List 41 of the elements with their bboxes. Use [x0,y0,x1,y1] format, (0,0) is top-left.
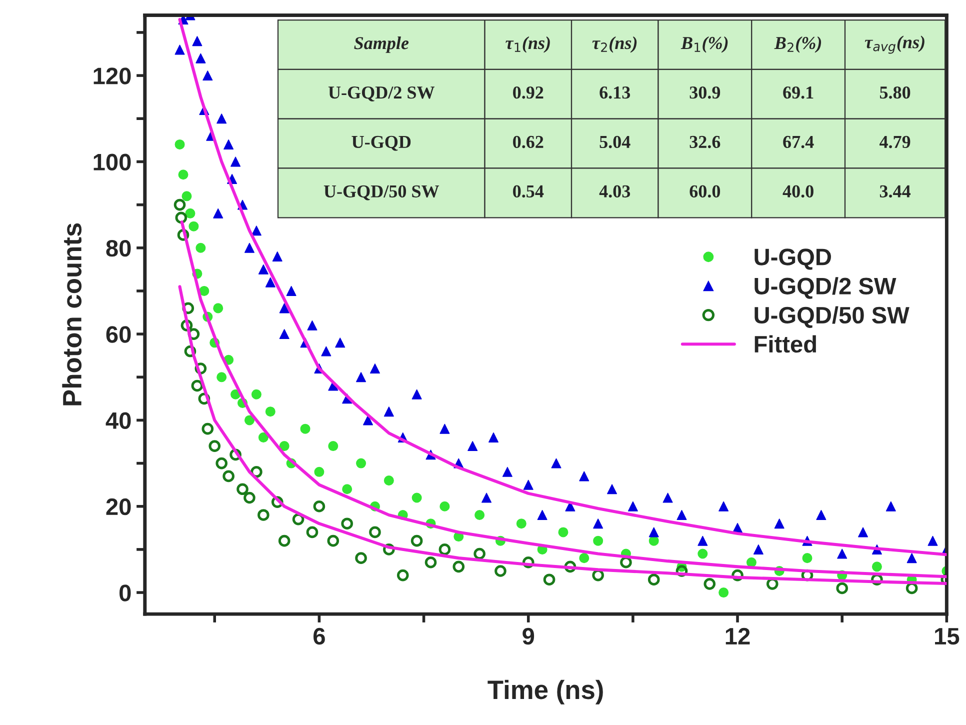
annotation: 0.54 [513,185,544,198]
y-axis-title: Photon counts [62,223,82,406]
y-tick-label: 0 [120,584,131,602]
annotation: 3.44 [880,185,911,198]
annotation: τ$_{2}$(ns) [592,36,637,53]
annotation: 60.0 [690,185,720,198]
x-tick-label: 15 [935,628,960,645]
annotation: B$_{2}$(%) [774,36,822,53]
annotation: B$_{1}$(%) [680,36,728,53]
annotation: U-GQD/50 SW [324,185,440,200]
annotation: 30.9 [690,86,720,99]
x-tick-label: 12 [726,628,750,644]
y-tick-label: 20 [106,498,131,516]
annotation: U-GQD [352,136,411,151]
legend-label: U-GQD/2 SW [754,277,896,299]
annotation: 32.6 [690,136,720,148]
x-axis-title: Time (ns) [488,680,603,704]
annotation: 4.79 [879,136,910,148]
annotation: 69.1 [783,86,814,99]
legend-label: U-GQD [754,248,831,270]
annotation: 4.03 [599,185,630,198]
legend-label: U-GQD/50 SW [754,306,910,328]
x-tick-label: 6 [314,628,325,645]
annotation: 6.13 [600,86,630,99]
annotation: 5.04 [600,136,630,148]
annotation: 67.4 [783,136,814,148]
x-tick-label: 9 [522,628,534,645]
annotation: 0.92 [513,86,544,99]
y-tick-label: 40 [106,412,131,429]
y-tick-label: 60 [106,326,131,343]
y-tick-label: 120 [94,68,131,84]
y-tick-label: 100 [94,154,131,170]
annotation: 40.0 [782,185,814,198]
annotation: U-GQD/2 SW [328,86,435,102]
annotation: τ$_{1}$(ns) [506,36,550,53]
annotation: τ$_{avg}$(ns) [864,36,924,54]
y-tick-label: 80 [106,240,131,257]
annotation: Sample [354,36,409,53]
legend-label: Fitted [754,335,816,353]
annotation: 5.80 [880,86,910,99]
annotation: 0.62 [513,136,544,148]
